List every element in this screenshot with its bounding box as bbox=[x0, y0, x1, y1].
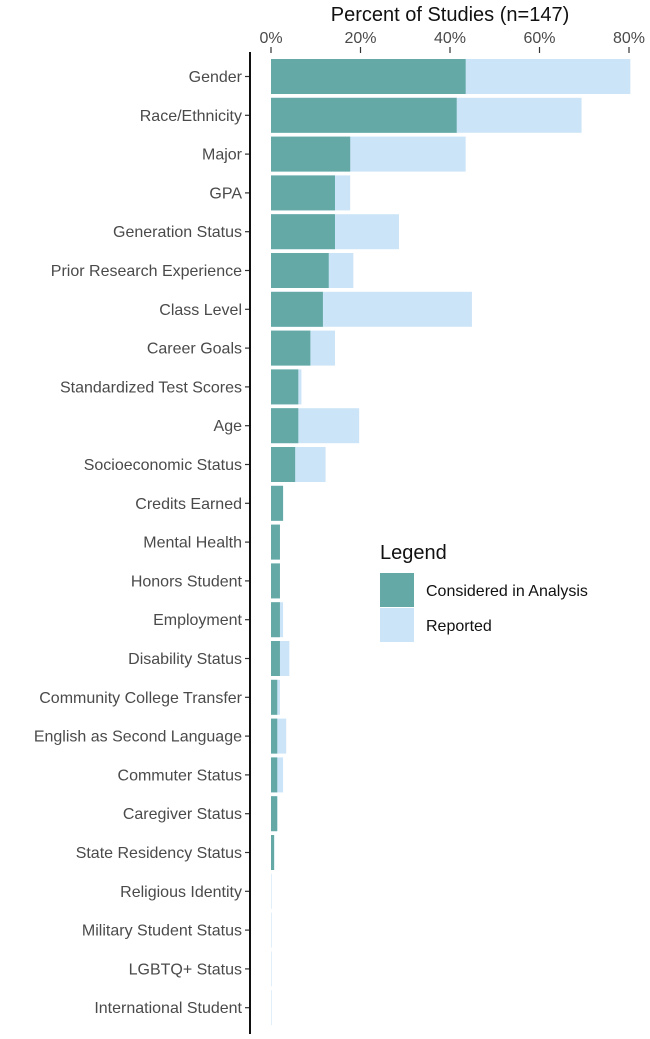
bar-considered-class-level bbox=[271, 291, 323, 327]
bar-reported-military-student-status bbox=[271, 912, 272, 948]
category-label-career-goals: Career Goals bbox=[147, 341, 242, 358]
category-label-disability-status: Disability Status bbox=[128, 651, 242, 668]
bars bbox=[271, 59, 631, 1026]
bar-reported-lgbtq-status bbox=[271, 951, 272, 987]
category-label-english-as-second-language: English as Second Language bbox=[34, 729, 242, 746]
category-label-caregiver-status: Caregiver Status bbox=[123, 806, 242, 823]
category-label-honors-student: Honors Student bbox=[131, 573, 243, 590]
bar-considered-major bbox=[271, 136, 351, 172]
bar-considered-prior-research-experience bbox=[271, 253, 329, 288]
x-tick-label: 80% bbox=[613, 30, 645, 47]
legend-title: Legend bbox=[380, 542, 447, 564]
bar-considered-state-residency-status bbox=[271, 835, 275, 870]
legend-label-considered-in-analysis: Considered in Analysis bbox=[426, 583, 588, 600]
bar-considered-honors-student bbox=[271, 563, 280, 599]
category-label-prior-research-experience: Prior Research Experience bbox=[51, 263, 242, 280]
bar-considered-standardized-test-scores bbox=[271, 369, 299, 405]
bar-considered-commuter-status bbox=[271, 757, 278, 793]
category-label-community-college-transfer: Community College Transfer bbox=[39, 690, 242, 707]
category-label-credits-earned: Credits Earned bbox=[135, 496, 242, 513]
category-label-age: Age bbox=[214, 418, 243, 435]
bar-considered-race-ethnicity bbox=[271, 97, 457, 133]
x-tick-label: 20% bbox=[344, 30, 376, 47]
category-label-state-residency-status: State Residency Status bbox=[76, 845, 242, 862]
category-label-class-level: Class Level bbox=[159, 302, 242, 319]
bar-considered-generation-status bbox=[271, 214, 335, 250]
legend-swatch-considered-in-analysis bbox=[380, 573, 414, 607]
bar-considered-career-goals bbox=[271, 330, 311, 366]
bar-considered-english-as-second-language bbox=[271, 718, 278, 754]
category-label-military-student-status: Military Student Status bbox=[82, 923, 242, 940]
bar-considered-mental-health bbox=[271, 524, 280, 560]
bar-considered-community-college-transfer bbox=[271, 679, 278, 715]
bar-considered-age bbox=[271, 408, 299, 444]
legend-swatch-reported bbox=[380, 608, 414, 642]
category-label-gpa: GPA bbox=[209, 185, 242, 202]
bar-considered-gender bbox=[271, 59, 466, 94]
bar-considered-credits-earned bbox=[271, 485, 284, 521]
bar-reported-religious-identity bbox=[271, 873, 272, 909]
category-label-gender: Gender bbox=[189, 69, 243, 86]
x-tick-label: 0% bbox=[259, 30, 282, 47]
legend-label-reported: Reported bbox=[426, 618, 492, 635]
category-labels: Gender Race/Ethnicity Major GPA Generation S… bbox=[34, 69, 250, 1017]
category-label-race-ethnicity: Race/Ethnicity bbox=[140, 108, 242, 125]
bar-reported-international-student bbox=[271, 990, 272, 1026]
category-label-standardized-test-scores: Standardized Test Scores bbox=[60, 379, 242, 396]
category-label-major: Major bbox=[202, 147, 243, 164]
chart-title: Percent of Studies (n=147) bbox=[331, 4, 569, 26]
x-tick-label: 60% bbox=[523, 30, 555, 47]
category-label-lgbtq-status: LGBTQ+ Status bbox=[129, 961, 242, 978]
legend: Legend Considered in Analysis Reported bbox=[380, 542, 588, 642]
category-label-mental-health: Mental Health bbox=[143, 535, 242, 552]
category-label-international-student: International Student bbox=[94, 1000, 242, 1017]
bar-considered-gpa bbox=[271, 175, 335, 211]
category-label-socioeconomic-status: Socioeconomic Status bbox=[84, 457, 242, 474]
x-tick-label: 40% bbox=[434, 30, 466, 47]
bar-considered-disability-status bbox=[271, 641, 280, 676]
bar-considered-caregiver-status bbox=[271, 796, 278, 832]
bar-considered-employment bbox=[271, 602, 280, 638]
x-axis: 0% 20% 40% 60% 80% bbox=[259, 30, 645, 53]
category-label-generation-status: Generation Status bbox=[113, 224, 242, 241]
category-label-commuter-status: Commuter Status bbox=[118, 767, 242, 784]
category-label-religious-identity: Religious Identity bbox=[120, 884, 242, 901]
bar-considered-socioeconomic-status bbox=[271, 447, 296, 482]
category-label-employment: Employment bbox=[153, 612, 242, 629]
